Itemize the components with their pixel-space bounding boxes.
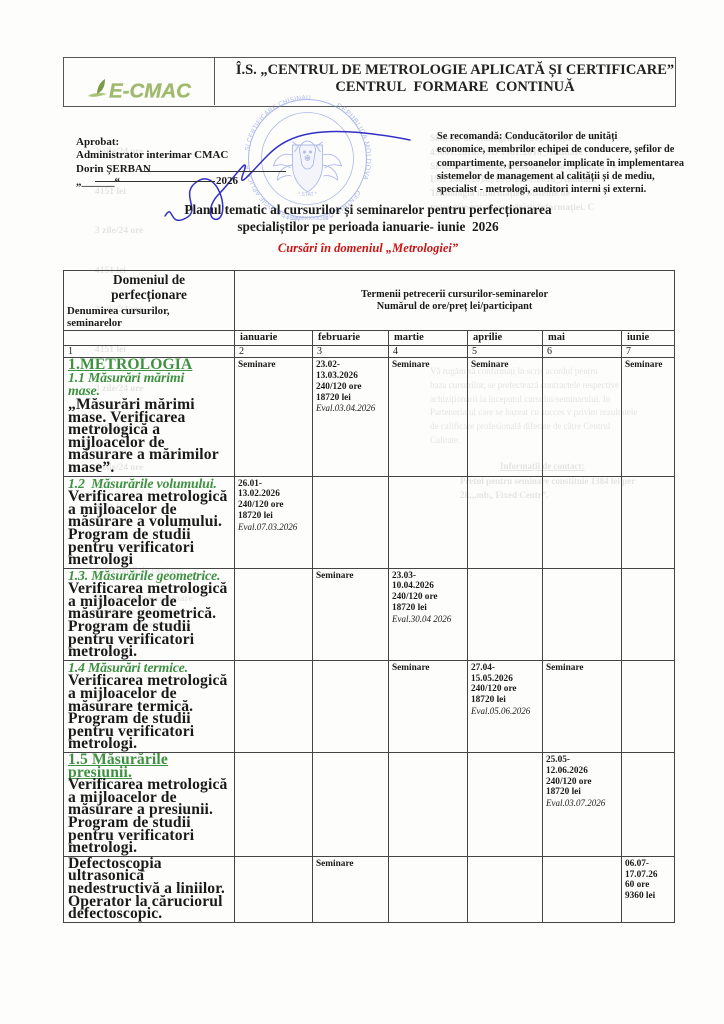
svg-text:E-CMAC: E-CMAC <box>109 80 192 103</box>
